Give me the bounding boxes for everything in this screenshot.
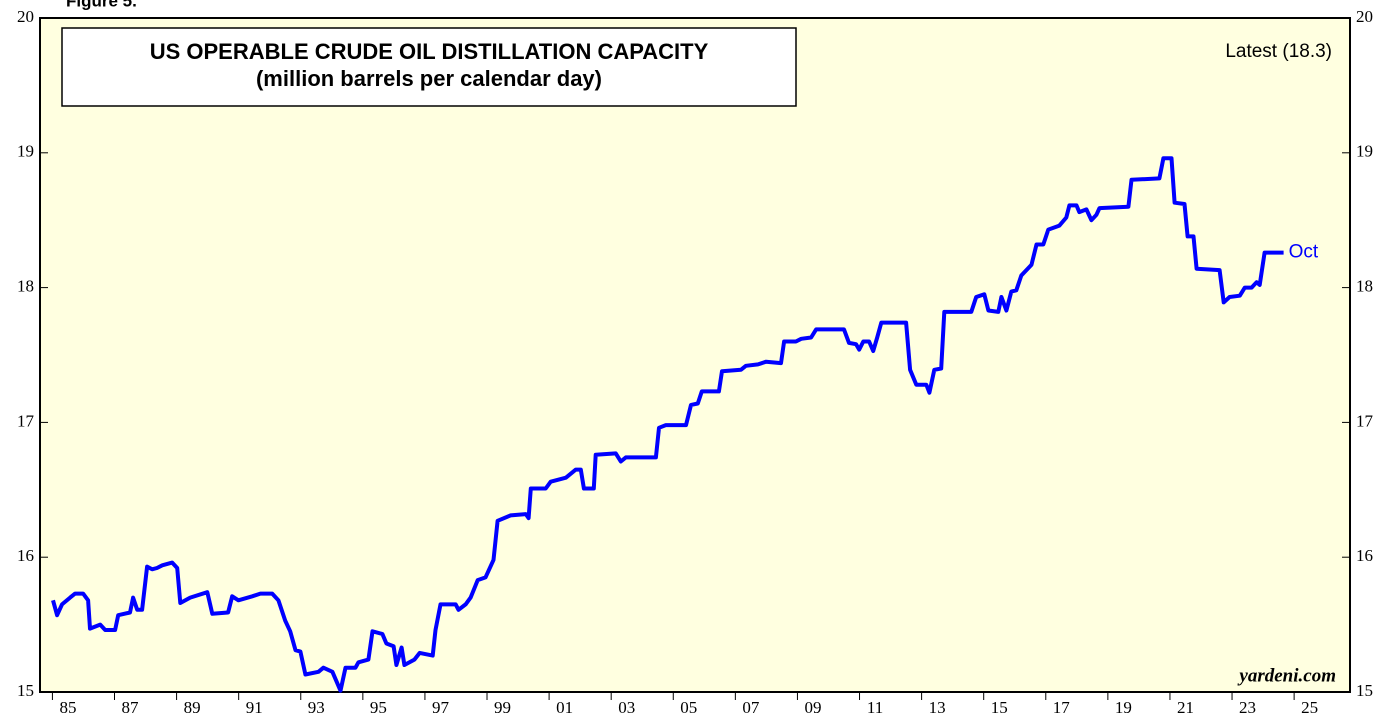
x-tick-label: 11 [867,698,883,717]
x-tick-label: 89 [184,698,201,717]
y2-tick-label: 17 [1356,411,1374,430]
chart-title: US OPERABLE CRUDE OIL DISTILLATION CAPAC… [150,39,709,64]
y2-tick-label: 18 [1356,277,1373,296]
y2-tick-label: 15 [1356,681,1373,700]
y2-tick-label: 20 [1356,7,1373,26]
x-tick-label: 13 [929,698,946,717]
y2-tick-label: 16 [1356,546,1373,565]
x-tick-label: 21 [1177,698,1194,717]
x-tick-label: 07 [742,698,760,717]
x-tick-label: 05 [680,698,697,717]
line [51,156,1284,693]
x-tick-label: 03 [618,698,635,717]
x-tick-label: 09 [804,698,821,717]
plot-area [39,17,1351,693]
x-tick-label: 93 [308,698,325,717]
y-tick-label: 20 [17,7,34,26]
x-tick-label: 87 [122,698,140,717]
latest-annotation: Latest (18.3) [1225,41,1332,62]
y2-tick-label: 19 [1356,142,1373,161]
y-tick-label: 17 [17,411,35,430]
title-box [61,27,797,107]
x-tick-label: 23 [1239,698,1256,717]
y-tick-label: 19 [17,142,34,161]
x-tick-label: 99 [494,698,511,717]
x-tick-label: 15 [991,698,1008,717]
oct-annotation: Oct [1289,242,1319,263]
y-tick-label: 16 [17,546,34,565]
source: yardeni.com [1237,665,1336,686]
x-tick-label: 01 [556,698,573,717]
y-tick-label: 18 [17,277,34,296]
x-tick-label: 19 [1115,698,1132,717]
x-tick-label: 91 [246,698,263,717]
x-tick-label: 17 [1053,698,1071,717]
figure-label: Figure 5. [66,0,137,10]
x-tick-label: 85 [59,698,76,717]
x-tick-label: 97 [432,698,450,717]
x-tick-label: 95 [370,698,387,717]
chart-subtitle: (million barrels per calendar day) [256,66,602,91]
y-tick-label: 15 [17,681,34,700]
x-tick-label: 25 [1301,698,1318,717]
